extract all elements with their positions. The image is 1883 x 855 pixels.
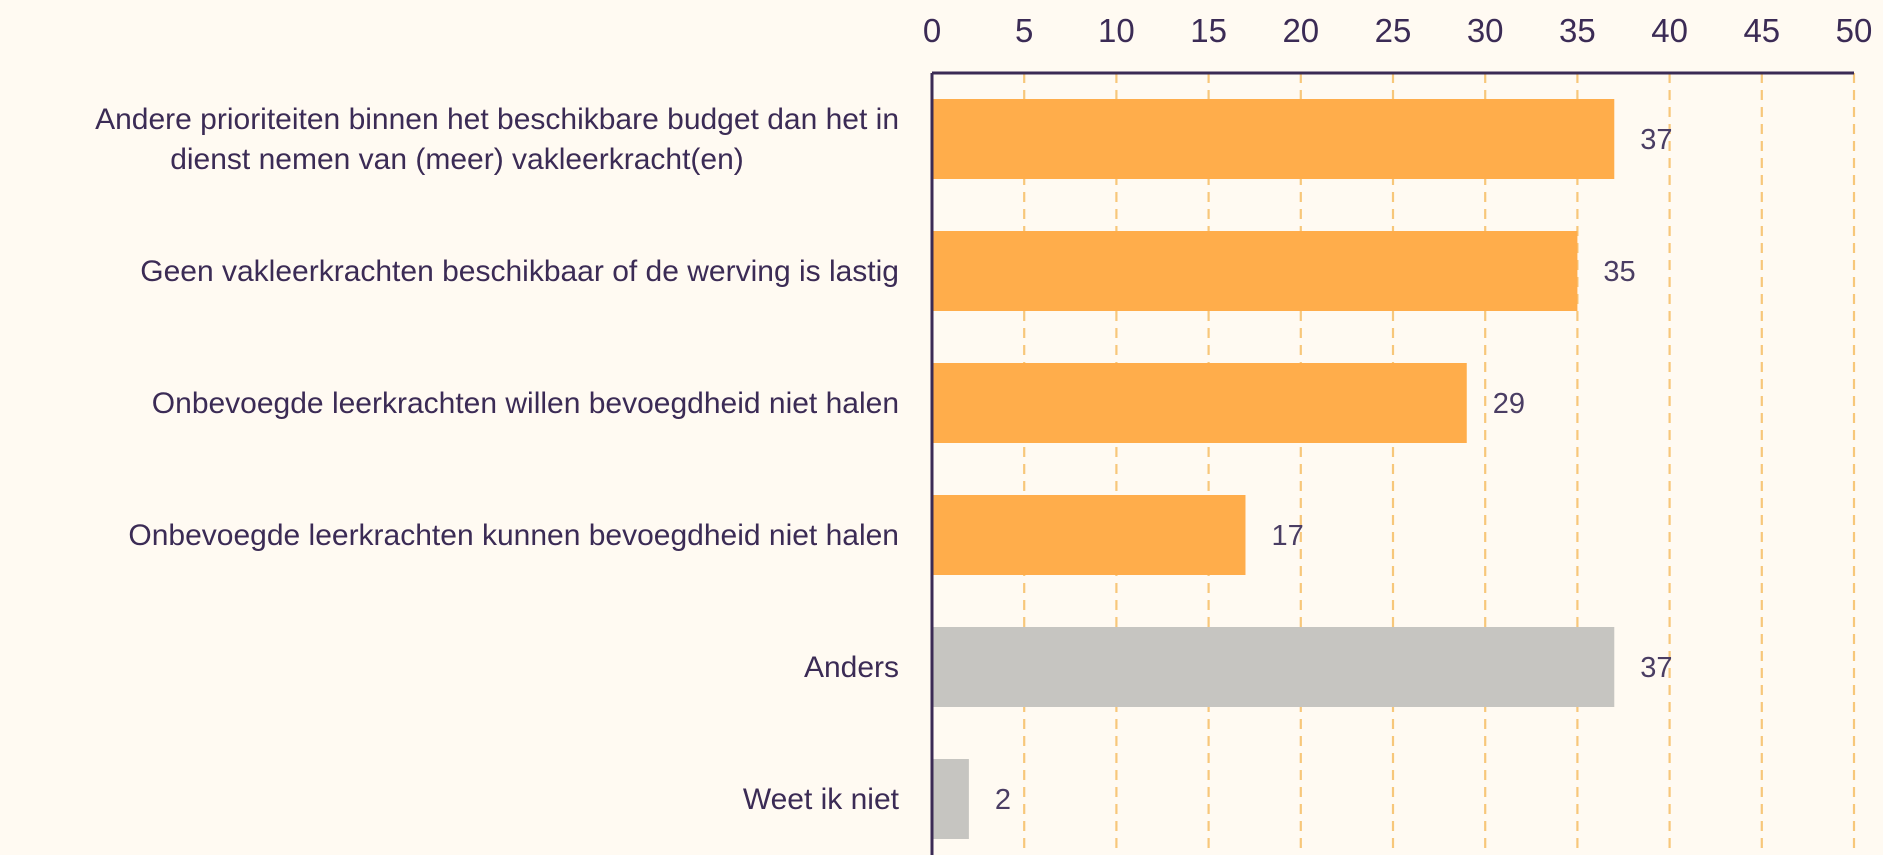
x-tick-label: 45 (1743, 12, 1780, 49)
value-label: 2 (995, 784, 1011, 816)
x-tick-label: 10 (1098, 12, 1135, 49)
category-label: Weet ik niet (743, 783, 900, 816)
x-tick-label: 25 (1375, 12, 1412, 49)
bar (933, 759, 969, 839)
value-label: 29 (1493, 388, 1525, 420)
bars (933, 99, 1615, 839)
x-tick-label: 40 (1651, 12, 1688, 49)
x-tick-label: 30 (1467, 12, 1504, 49)
axes (930, 71, 1854, 855)
x-tick-label: 15 (1190, 12, 1227, 49)
bar (933, 99, 1615, 179)
x-tick-label: 35 (1559, 12, 1596, 49)
bar (933, 363, 1467, 443)
bar (933, 231, 1578, 311)
x-tick-label: 5 (1015, 12, 1033, 49)
grid-lines (1023, 73, 1856, 855)
category-label: Geen vakleerkrachten beschikbaar of de w… (140, 255, 899, 288)
value-label: 37 (1640, 124, 1672, 156)
x-tick-labels: 0 5 10 15 20 25 30 35 40 45 50 (923, 12, 1873, 49)
category-label: Onbevoegde leerkrachten kunnen bevoegdhe… (128, 519, 899, 552)
value-labels: 37 35 29 17 37 2 (995, 124, 1673, 816)
bar (933, 627, 1615, 707)
value-label: 17 (1271, 520, 1303, 552)
category-label: Andere prioriteiten binnen het beschikba… (95, 103, 899, 176)
category-label: Anders (804, 651, 899, 684)
x-tick-label: 20 (1282, 12, 1319, 49)
x-tick-label: 50 (1836, 12, 1873, 49)
x-tick-label: 0 (923, 12, 941, 49)
value-label: 35 (1603, 256, 1635, 288)
category-labels: Andere prioriteiten binnen het beschikba… (95, 103, 900, 816)
bar (933, 495, 1246, 575)
category-label: Onbevoegde leerkrachten willen bevoegdhe… (152, 387, 899, 420)
value-label: 37 (1640, 652, 1672, 684)
